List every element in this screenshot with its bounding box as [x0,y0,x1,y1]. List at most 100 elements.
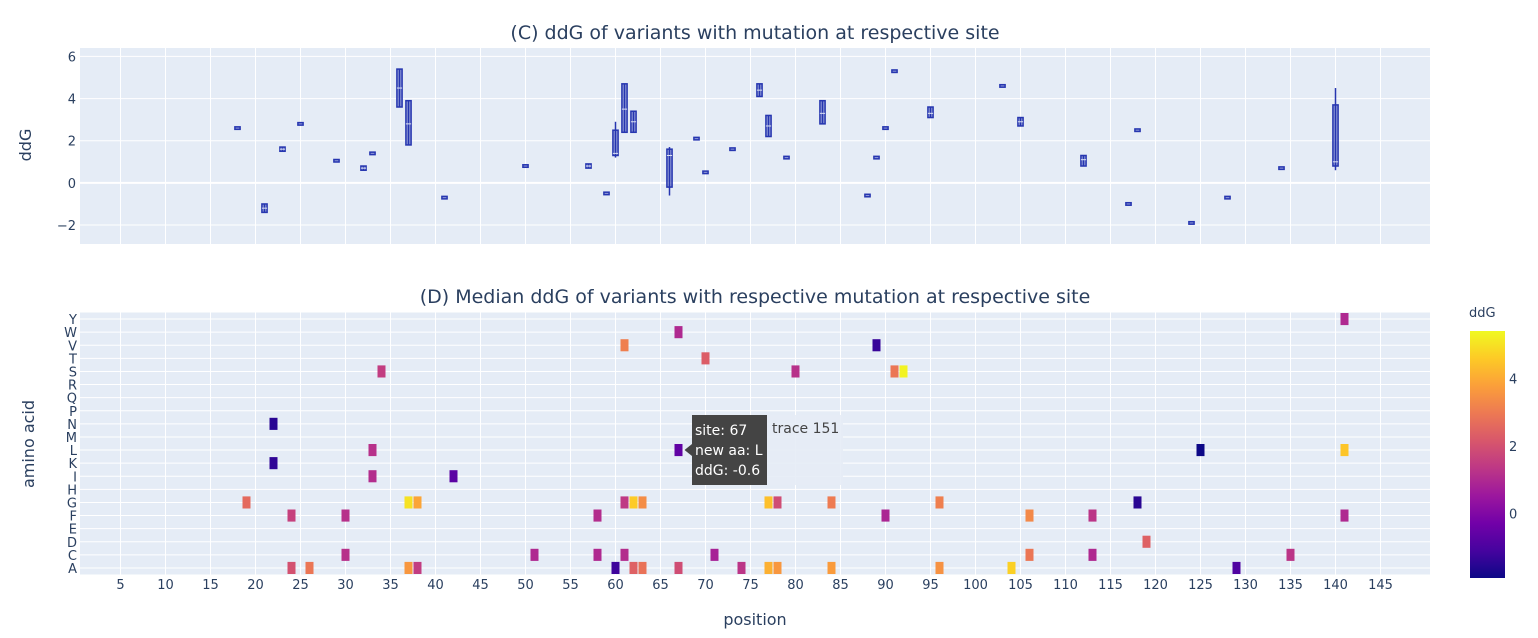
x-tick-label: 55 [562,578,579,593]
heatmap-cell [890,365,899,378]
heatmap-cell [935,561,944,574]
y-tick-label-aa: I [73,470,77,485]
heatmap-cell [620,496,629,509]
y-tick-label-aa: M [66,431,77,446]
box-body [522,164,529,169]
colorbar-tick-label: 0 [1509,508,1517,523]
y-tick-label-aa: R [68,379,77,394]
heatmap-cell [341,509,350,522]
heatmap-cell [1142,535,1151,548]
y-tick-label-aa: D [67,536,77,551]
x-tick-label: 25 [292,578,309,593]
box-body [612,129,619,157]
heatmap-cell [899,365,908,378]
panel-c-y-tick-label: 4 [68,93,76,108]
heatmap-cell [593,509,602,522]
colorbar [1470,331,1505,578]
y-tick-label-aa: Q [67,392,77,407]
heatmap-cell [710,548,719,561]
heatmap-cell [764,561,773,574]
box-body [1278,166,1285,171]
heatmap-cell [1088,548,1097,561]
x-tick-label: 20 [247,578,264,593]
box-body [621,83,628,134]
panel-c-y-axis-label: ddG [16,129,35,162]
box-body [891,69,898,74]
box-body [702,170,709,175]
tooltip-pointer [684,444,692,457]
box-body [1080,154,1087,167]
panel-d-y-axis-label: amino acid [19,400,38,488]
heatmap-cell [404,561,413,574]
x-tick-label: 120 [1143,578,1168,593]
x-tick-label: 125 [1188,578,1213,593]
box-body [1134,128,1141,133]
y-tick-label-aa: Y [68,313,77,328]
heatmap-cell [368,470,377,483]
x-tick-label: 145 [1368,578,1393,593]
heatmap-cell [1088,509,1097,522]
y-tick-label-aa: H [67,483,77,498]
y-tick-label-aa: A [68,562,77,577]
heatmap-cell [620,339,629,352]
y-tick-label-aa: F [70,510,77,525]
x-tick-label: 115 [1098,578,1123,593]
heatmap-cell [404,496,413,509]
heatmap-cell [638,496,647,509]
box-body [1224,195,1231,200]
heatmap-cell [287,509,296,522]
box-body [297,121,304,126]
panel-c-y-tick-label: 2 [68,135,76,150]
x-tick-label: 85 [832,578,849,593]
heatmap-cell [1232,561,1241,574]
x-tick-label: 75 [742,578,759,593]
tooltip-new-aa: new aa: L [695,443,763,459]
x-tick-label: 45 [472,578,489,593]
box-body [819,99,826,125]
box-body [333,158,340,163]
y-tick-label-aa: P [69,405,77,420]
box-body [603,191,610,196]
x-tick-label: 35 [382,578,399,593]
box-body [666,148,673,188]
heatmap-cell [1340,313,1349,326]
y-tick-label-aa: G [67,496,77,511]
y-tick-label-aa: N [67,418,77,433]
heatmap-cell [305,561,314,574]
tooltip-site: site: 67 [695,423,748,439]
heatmap-cell [377,365,386,378]
heatmap-cell [287,561,296,574]
heatmap-cell [764,496,773,509]
y-tick-label-aa: S [69,365,77,380]
x-tick-label: 110 [1053,578,1078,593]
y-tick-label-aa: V [68,339,77,354]
heatmap-cell [773,496,782,509]
heatmap-cell [530,548,539,561]
heatmap-cell [674,561,683,574]
colorbar-tick-label: 4 [1509,372,1517,387]
y-tick-label-aa: K [68,457,77,472]
heatmap-cell [341,548,350,561]
panel-c-plot-area [80,48,1430,244]
heatmap-cell [827,561,836,574]
heatmap-cell [368,444,377,457]
x-tick-label: 30 [337,578,354,593]
heatmap-cell [449,470,458,483]
colorbar-tick-label: 2 [1509,440,1517,455]
x-tick-label: 50 [517,578,534,593]
box-body [783,155,790,160]
box-body [441,195,448,200]
x-tick-label: 90 [877,578,894,593]
x-tick-label: 70 [697,578,714,593]
box-body [369,151,376,156]
heatmap-cell [872,339,881,352]
panel-d-title: (D) Median ddG of variants with respecti… [420,286,1091,308]
panel-c-y-tick-label: −2 [57,219,76,234]
y-tick-label-aa: T [68,352,77,367]
heatmap-cell [620,548,629,561]
heatmap-cell [629,496,638,509]
box-body [864,193,871,198]
heatmap-cell [1340,509,1349,522]
